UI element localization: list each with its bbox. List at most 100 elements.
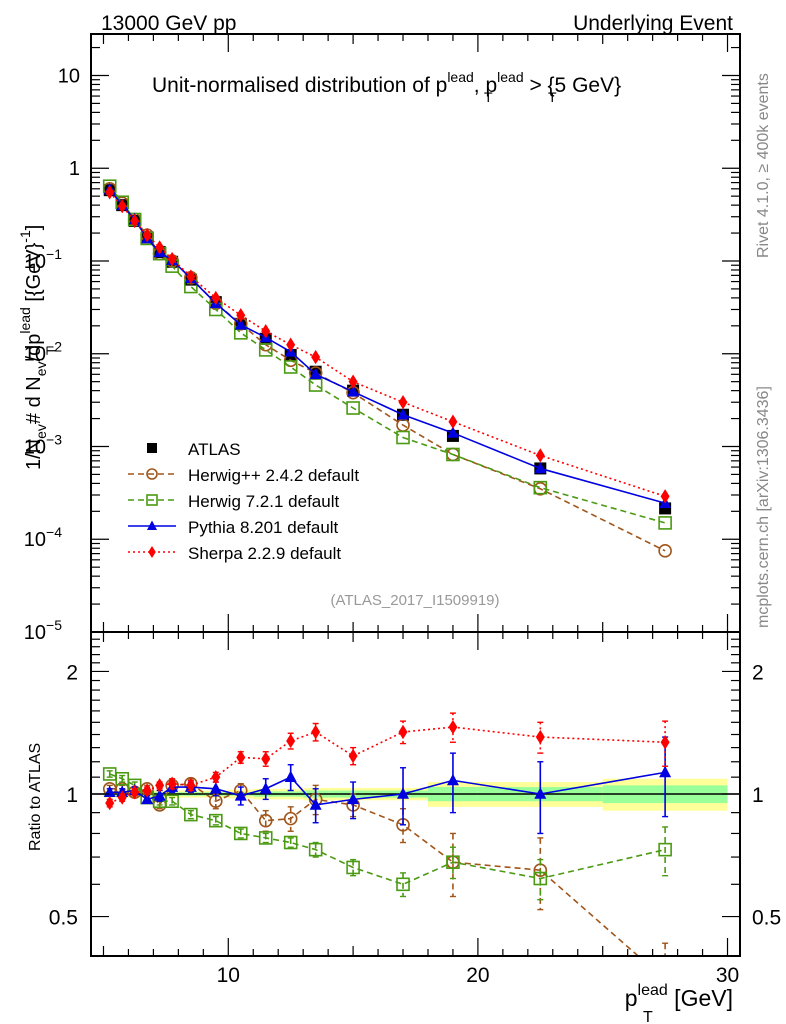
legend-label: Pythia 8.201 default bbox=[188, 518, 339, 537]
legend-entry: Herwig++ 2.4.2 default bbox=[128, 466, 359, 485]
ratio-data-point bbox=[347, 792, 360, 805]
ratio-data-point bbox=[233, 826, 248, 841]
y-tick-exponent: −3 bbox=[46, 431, 62, 447]
ratio-plot-panel: 0.5 0.5 1 1 2 2 10 20 30 Ratio to ATLAS plead [G… bbox=[27, 631, 781, 1024]
legend-label: ATLAS bbox=[188, 440, 241, 459]
header-left-label: 13000 GeV pp bbox=[101, 12, 236, 35]
ratio-data-point bbox=[286, 733, 296, 749]
ratio-data-point bbox=[130, 785, 140, 800]
legend-entry: Pythia 8.201 default bbox=[128, 518, 339, 537]
data-point bbox=[286, 337, 296, 352]
y-tick-label: 10−5 bbox=[24, 617, 62, 644]
plot-title: Unit-normalised distribution of plead, p… bbox=[152, 69, 621, 97]
data-point bbox=[234, 318, 247, 330]
series-pythia-8-201-default bbox=[103, 182, 672, 508]
ratio-y-tick-label: 2 bbox=[66, 661, 78, 684]
data-point bbox=[167, 251, 177, 267]
series-atlas bbox=[103, 184, 672, 515]
y-tick-label: 10−4 bbox=[24, 524, 62, 551]
ratio-data-point bbox=[448, 719, 458, 735]
ratio-data-point bbox=[283, 835, 298, 850]
data-point bbox=[346, 401, 360, 415]
data-point bbox=[535, 448, 545, 463]
data-point bbox=[309, 367, 322, 380]
data-point bbox=[236, 308, 246, 323]
ratio-data-point bbox=[141, 792, 154, 805]
legend-label: Herwig++ 2.4.2 default bbox=[188, 466, 359, 485]
data-point bbox=[258, 343, 273, 357]
data-point bbox=[533, 480, 548, 495]
plot-title-sup-2: lead bbox=[497, 69, 523, 85]
data-point bbox=[130, 213, 140, 229]
legend-label: Sherpa 2.2.9 default bbox=[188, 544, 341, 563]
ratio-data-point bbox=[209, 782, 222, 794]
x-tick-label: 30 bbox=[716, 964, 739, 987]
series-sherpa-2-2-9-default bbox=[105, 185, 670, 504]
ratio-data-point bbox=[533, 871, 548, 886]
data-point bbox=[155, 240, 165, 255]
xlabel-main: p bbox=[625, 985, 638, 1011]
ratio-data-point bbox=[283, 811, 298, 826]
legend-entry: Herwig 7.2.1 default bbox=[128, 492, 339, 511]
data-point bbox=[660, 489, 670, 504]
ratio-series-herwig-2-4-2-default bbox=[102, 776, 669, 956]
ratio-data-point bbox=[446, 855, 460, 869]
ratio-series-line bbox=[109, 782, 640, 956]
data-point bbox=[308, 378, 323, 392]
xlabel-sub: T bbox=[643, 1009, 653, 1024]
ratio-data-point bbox=[346, 860, 360, 875]
xlabel-unit: [GeV] bbox=[668, 985, 733, 1011]
plot-title-main: Unit-normalised distribution of p bbox=[152, 74, 447, 97]
y-tick-exponent: −4 bbox=[46, 524, 62, 540]
x-tick-label: 10 bbox=[217, 964, 240, 987]
ratio-data-point bbox=[117, 790, 127, 805]
plot-title-sub-2: T bbox=[548, 89, 557, 105]
data-point bbox=[658, 544, 672, 558]
xlabel-sup: lead bbox=[638, 982, 668, 999]
plot-title-tail: > {5 GeV} bbox=[524, 74, 622, 97]
ratio-data-point bbox=[105, 795, 115, 811]
data-point bbox=[446, 447, 460, 462]
legend: ATLAS Herwig++ 2.4.2 default Herwig 7.2.1 … bbox=[128, 440, 359, 563]
ratio-data-point bbox=[165, 794, 179, 809]
data-point bbox=[311, 349, 321, 365]
ratio-data-point bbox=[142, 783, 152, 798]
ratio-data-point bbox=[534, 787, 547, 799]
ratio-data-point bbox=[236, 750, 246, 765]
ratio-xlabel: plead [GeV] bbox=[625, 982, 733, 1011]
data-point bbox=[142, 227, 152, 243]
ratio-data-point bbox=[153, 789, 166, 801]
data-point bbox=[186, 269, 196, 284]
data-point bbox=[283, 360, 298, 374]
legend-marker bbox=[147, 520, 157, 530]
data-point bbox=[448, 414, 458, 429]
ratio-data-point bbox=[284, 770, 297, 782]
legend-entry: Sherpa 2.2.9 default bbox=[128, 544, 341, 563]
data-point bbox=[211, 290, 221, 306]
legend-marker bbox=[146, 494, 158, 506]
ratio-y-tick-label-right: 0.5 bbox=[752, 907, 781, 930]
ratio-data-point bbox=[261, 751, 271, 767]
analysis-watermark: (ATLAS_2017_I1509919) bbox=[330, 592, 499, 609]
plot-title-sup-1: lead bbox=[447, 69, 473, 85]
ratio-data-point bbox=[259, 782, 272, 794]
data-point bbox=[261, 323, 271, 339]
plot-title-sub-1: T bbox=[484, 89, 493, 105]
ratio-y-tick-label-right: 1 bbox=[752, 784, 764, 807]
x-tick-label: 20 bbox=[466, 964, 489, 987]
ratio-data-point bbox=[658, 842, 672, 857]
data-point bbox=[348, 374, 358, 389]
ratio-series-sherpa-2-2-9-default bbox=[105, 712, 670, 811]
ratio-data-point bbox=[155, 778, 165, 793]
y-tick-label: 1 bbox=[69, 158, 80, 180]
data-point bbox=[398, 395, 408, 410]
mcplots-label: mcplots.cern.ch [arXiv:1306.3436] bbox=[755, 386, 772, 628]
data-point bbox=[397, 408, 410, 420]
y-tick-label: 10 bbox=[58, 65, 80, 87]
data-point bbox=[534, 461, 547, 474]
y-tick-exponent: −2 bbox=[46, 339, 62, 355]
ratio-data-point bbox=[660, 735, 670, 750]
legend-marker bbox=[147, 443, 157, 453]
